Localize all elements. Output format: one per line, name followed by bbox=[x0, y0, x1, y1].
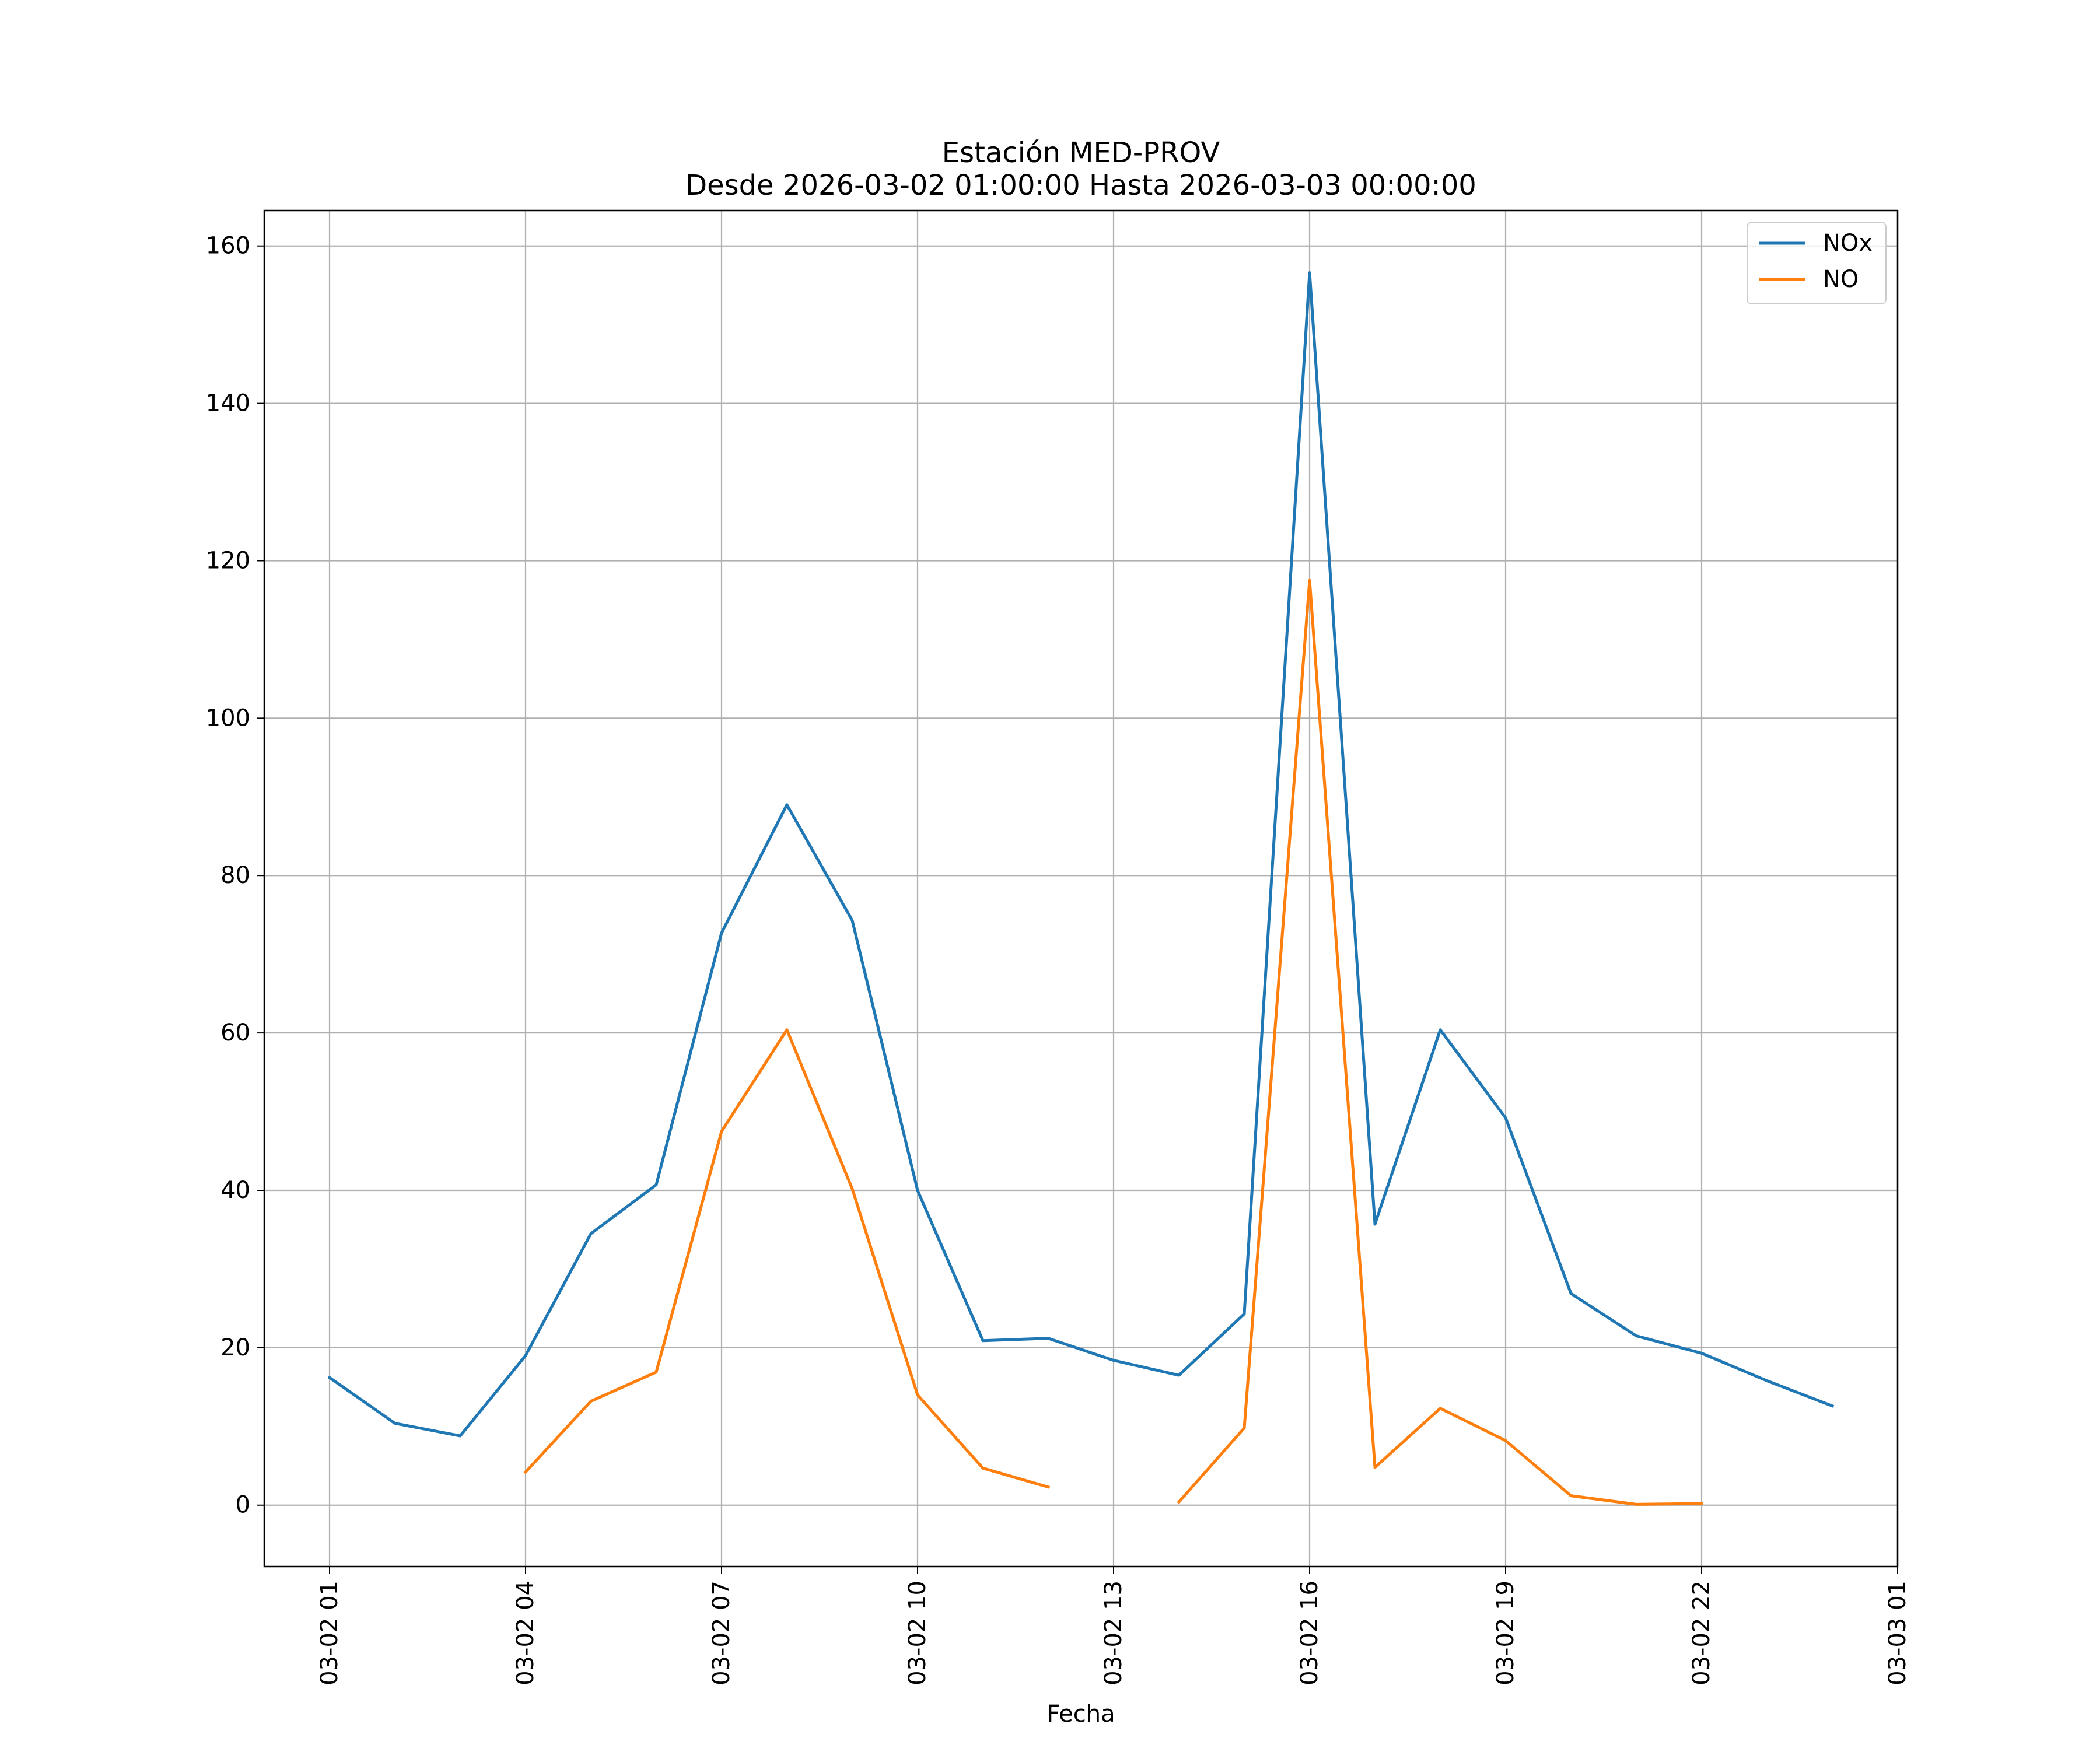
series-lines bbox=[327, 271, 1835, 1506]
y-tick-label: 100 bbox=[206, 705, 250, 731]
y-tick-label: 80 bbox=[220, 862, 250, 889]
x-tick-label: 03-02 07 bbox=[708, 1581, 735, 1686]
y-tick-label: 140 bbox=[206, 390, 250, 417]
y-tick-label: 40 bbox=[220, 1177, 250, 1204]
y-tick-label: 160 bbox=[206, 233, 250, 260]
series-line-no bbox=[1177, 579, 1703, 1506]
chart-title: Estación MED-PROV bbox=[942, 136, 1220, 169]
axis-ticks: 03-02 01 03-02 04 03-02 07 03-02 10 03-02 13… bbox=[206, 233, 1911, 1686]
x-tick-label: 03-02 13 bbox=[1100, 1581, 1127, 1686]
x-tick-label: 03-02 04 bbox=[512, 1581, 539, 1686]
x-tick-label: 03-02 10 bbox=[904, 1581, 931, 1686]
y-tick-label: 0 bbox=[236, 1492, 250, 1519]
chart-subtitle: Desde 2026-03-02 01:00:00 Hasta 2026-03-… bbox=[685, 169, 1476, 202]
y-tick-label: 20 bbox=[220, 1334, 250, 1361]
y-tick-label: 120 bbox=[206, 547, 250, 574]
legend-label-nox: NOx bbox=[1823, 230, 1873, 257]
legend: NOx NO bbox=[1746, 222, 1887, 304]
series-line-no bbox=[523, 1028, 1051, 1489]
x-tick-label: 03-02 19 bbox=[1492, 1581, 1519, 1686]
x-tick-label: 03-02 16 bbox=[1296, 1581, 1323, 1686]
legend-label-no: NO bbox=[1823, 266, 1859, 293]
x-tick-label: 03-02 01 bbox=[316, 1581, 343, 1686]
series-line-nox bbox=[327, 271, 1835, 1438]
plot-frame bbox=[263, 209, 1899, 1568]
x-axis-label: Fecha bbox=[1046, 1701, 1115, 1728]
x-tick-label: 03-03 01 bbox=[1884, 1581, 1911, 1686]
y-tick-label: 60 bbox=[220, 1019, 250, 1046]
x-tick-label: 03-02 22 bbox=[1688, 1581, 1715, 1686]
